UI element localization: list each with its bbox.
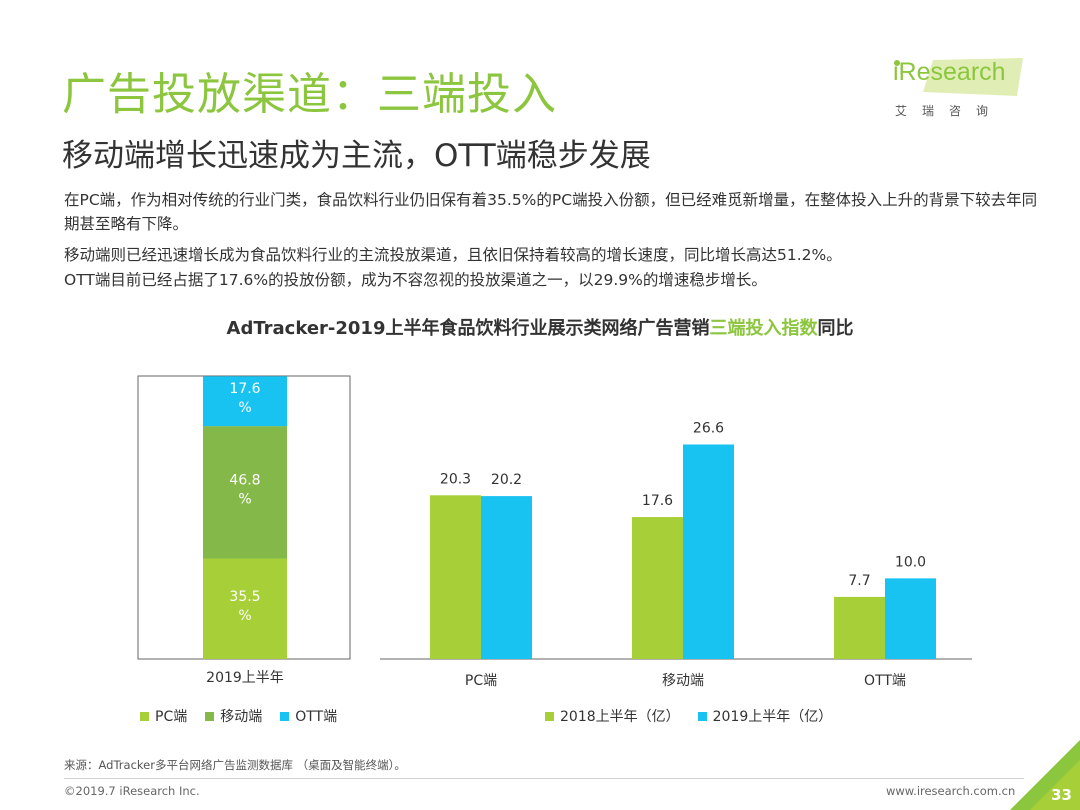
stack-label-1-line-2: % [238,608,251,624]
legend-swatch-mobile [205,711,215,721]
chart-title-highlight: 三端投入指数 [709,318,818,339]
legend-label-2019: 2019上半年（亿） [712,709,833,725]
copyright: ©2019.7 iResearch Inc. [64,784,200,798]
page-subtitle: 移动端增长迅速成为主流，OTT端稳步发展 [62,138,651,174]
chart-title: AdTracker-2019上半年食品饮料行业展示类网络广告营销三端投入指数同比 [0,314,1080,340]
legend-label-mobile: 移动端 [220,709,263,725]
legend-right: 2018上半年（亿） 2019上半年（亿） [545,706,850,726]
category-label-1: PC端 [465,673,497,689]
left-category-label: 2019上半年 [206,670,284,686]
footer-divider [64,778,1024,779]
bar-label-1-series-2: 20.2 [491,472,522,488]
chart-title-suffix: 同比 [817,318,854,339]
bar-label-2-series-1: 17.6 [642,493,673,509]
logo-swoosh-icon [923,58,1023,96]
stack-label-1-line-1: 35.5 [229,589,260,605]
bar-1-series-2 [481,496,532,659]
legend-item-2018: 2018上半年（亿） [545,706,680,726]
legend-swatch-pc [140,711,149,721]
legend-left: PC端 移动端 OTT端 [140,706,355,726]
paragraph-ott: OTT端目前已经占据了17.6%的投放份额，成为不容忽视的投放渠道之一，以29.… [64,271,767,289]
grouped-bar-chart: 20.3 20.2 PC端 17.6 26.6 移动端 7.7 10.0 OTT端 [380,420,972,689]
legend-item-mobile: 移动端 [205,706,262,726]
bar-label-3-series-2: 10.0 [895,554,926,570]
page-number: 33 [1051,786,1072,804]
bar-2-series-1 [632,517,683,659]
legend-item-pc: PC端 [140,706,187,726]
bar-label-2-series-2: 26.6 [693,420,724,436]
stack-segment-1 [203,558,287,659]
stack-label-3-line-1: 17.6 [229,381,260,397]
category-label-2: 移动端 [662,673,704,689]
legend-label-2018: 2018上半年（亿） [560,709,680,725]
legend-item-ott: OTT端 [280,706,337,726]
page-title: 广告投放渠道：三端投入 [62,69,557,120]
stack-segment-3 [203,376,287,427]
corner-decoration-icon [1010,740,1080,810]
legend-swatch-ott [280,711,290,721]
bar-2-series-2 [683,444,734,659]
bar-3-series-1 [834,596,885,659]
chart-title-prefix: AdTracker-2019上半年食品饮料行业展示类网络广告营销 [226,318,710,339]
legend-item-2019: 2019上半年（亿） [697,706,833,726]
legend-swatch-2019 [697,711,707,721]
stack-label-2-line-2: % [238,491,251,507]
logo-text: iResearch [893,58,1006,86]
legend-swatch-2018 [545,711,554,721]
stack-segment-2 [203,426,287,559]
stacked-share-chart: 35.5% 46.8% 17.6% 2019上半年 [137,375,351,686]
source-note: 来源：AdTracker多平台网络广告监测数据库 （桌面及智能终端）。 [64,758,406,772]
bar-label-3-series-1: 7.7 [848,573,870,589]
legend-label-pc: PC端 [155,709,188,725]
bar-3-series-2 [885,578,936,659]
stack-label-2-line-1: 46.8 [229,472,260,488]
category-label-3: OTT端 [864,673,906,689]
bar-label-1-series-1: 20.3 [440,471,471,487]
paragraph-pc: 在PC端，作为相对传统的行业门类，食品饮料行业仍旧保有着35.5%的PC端投入份… [64,191,1038,233]
stack-label-3-line-2: % [238,400,251,416]
logo-subtext: 艾瑞咨询 [895,104,1004,118]
paragraph-mobile: 移动端则已经迅速增长成为食品饮料行业的主流投放渠道，且依旧保持着较高的增长速度，… [64,246,842,264]
logo-dot-icon [894,60,900,66]
legend-label-ott: OTT端 [295,709,338,725]
bar-1-series-1 [430,495,481,659]
iresearch-logo: iResearch 艾瑞咨询 [893,58,1023,126]
website-link[interactable]: www.iresearch.com.cn [886,784,1016,798]
